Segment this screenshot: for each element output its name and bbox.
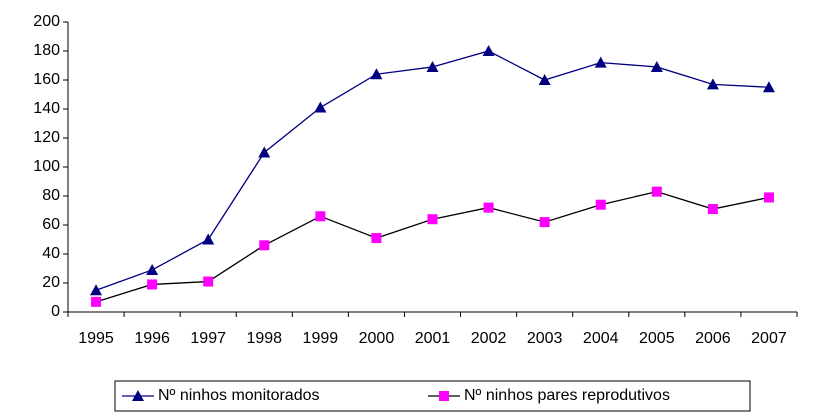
data-point xyxy=(706,78,719,90)
data-point xyxy=(314,101,327,113)
legend-marker xyxy=(439,391,449,401)
data-point xyxy=(202,233,215,245)
data-point xyxy=(90,284,103,296)
data-point xyxy=(539,217,550,228)
data-point xyxy=(538,74,551,85)
data-point xyxy=(426,60,439,72)
data-point xyxy=(594,56,607,68)
data-point xyxy=(763,192,774,203)
y-tick-label: 140 xyxy=(33,100,60,117)
data-point xyxy=(91,296,102,307)
x-tick-label: 1996 xyxy=(134,330,170,347)
data-point xyxy=(427,214,438,225)
x-tick-label: 1995 xyxy=(78,330,114,347)
data-point xyxy=(146,263,159,275)
y-tick-label: 100 xyxy=(33,158,60,175)
y-tick-label: 180 xyxy=(33,42,60,59)
x-tick-label: 2003 xyxy=(527,330,563,347)
data-point xyxy=(203,276,214,287)
x-tick-label: 1999 xyxy=(303,330,339,347)
x-tick-label: 1997 xyxy=(190,330,226,347)
data-point xyxy=(707,204,718,215)
y-tick-label: 200 xyxy=(33,13,60,30)
data-point xyxy=(482,45,495,56)
x-tick-label: 2000 xyxy=(359,330,395,347)
y-tick-label: 60 xyxy=(42,216,60,233)
data-point xyxy=(651,186,662,197)
data-point xyxy=(650,60,663,72)
x-tick-label: 2002 xyxy=(471,330,507,347)
y-tick-label: 20 xyxy=(42,274,60,291)
data-point xyxy=(315,211,326,222)
legend-label: Nº ninhos monitorados xyxy=(158,387,319,404)
y-tick-label: 120 xyxy=(33,129,60,146)
data-point xyxy=(259,240,270,251)
x-tick-label: 2001 xyxy=(415,330,451,347)
y-tick-label: 40 xyxy=(42,245,60,262)
x-tick-label: 2004 xyxy=(583,330,619,347)
data-point xyxy=(595,199,606,210)
y-tick-label: 0 xyxy=(51,303,60,320)
legend-label: Nº ninhos pares reprodutivos xyxy=(464,387,670,404)
series-line xyxy=(95,50,769,291)
series-line xyxy=(95,190,770,303)
y-tick-label: 80 xyxy=(42,187,60,204)
data-point xyxy=(762,81,775,93)
x-tick-label: 1998 xyxy=(246,330,282,347)
x-tick-label: 2006 xyxy=(695,330,731,347)
data-point xyxy=(371,233,382,244)
data-point xyxy=(147,279,158,290)
data-point xyxy=(483,202,494,213)
data-point xyxy=(370,68,383,80)
x-tick-label: 2007 xyxy=(751,330,787,347)
y-tick-label: 160 xyxy=(33,71,60,88)
legend-marker xyxy=(132,390,144,401)
x-tick-label: 2005 xyxy=(639,330,675,347)
data-point xyxy=(258,146,271,158)
